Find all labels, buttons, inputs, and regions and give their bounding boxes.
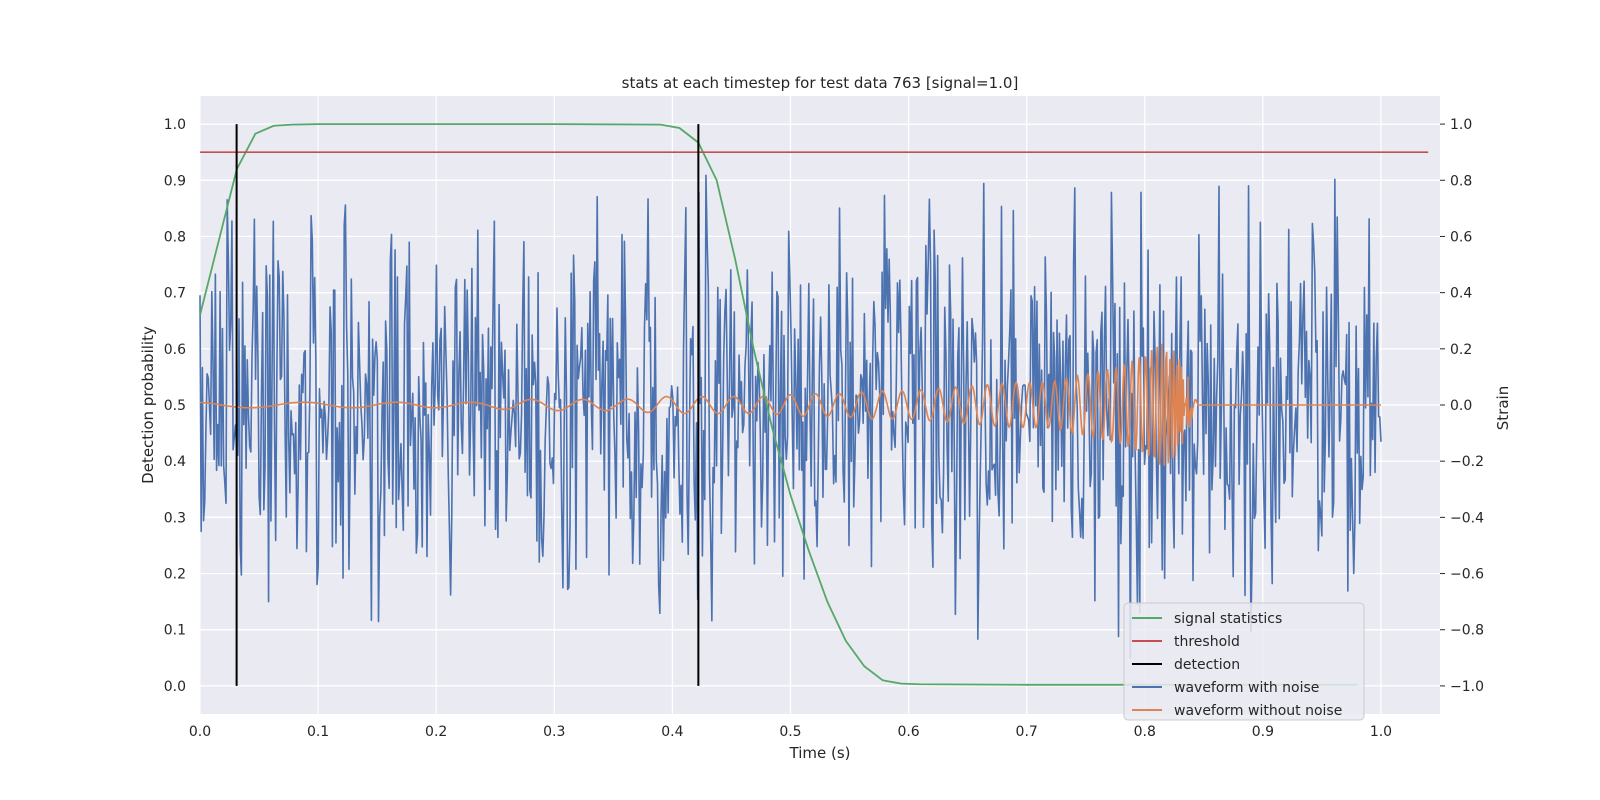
ticks-layer: 0.0 0.1 0.2 0.3 0.4 0.5 0.6 0.7 0.8 0.9 1.0 0.0 0.1 0… xyxy=(164,117,1484,740)
y-right-tick-label: −0.8 xyxy=(1450,623,1484,639)
y-right-tick-label: 0.0 xyxy=(1450,398,1472,414)
y-left-tick-label: 0.1 xyxy=(164,623,186,639)
legend-label: detection xyxy=(1174,657,1240,673)
y-left-tick-label: 0.6 xyxy=(164,342,186,358)
series-waveform-without-noise xyxy=(199,343,1381,466)
chart-title: stats at each timestep for test data 763… xyxy=(622,74,1019,92)
y-left-tick-label: 0.9 xyxy=(164,173,186,189)
x-tick-label: 0.0 xyxy=(189,724,211,740)
x-tick-label: 0.9 xyxy=(1252,724,1274,740)
x-axis-label: Time (s) xyxy=(789,744,851,762)
y-right-tick-label: 0.4 xyxy=(1450,286,1472,302)
legend-box xyxy=(1123,602,1365,721)
y-right-tick-label: −0.2 xyxy=(1450,454,1484,470)
y-left-tick-label: 0.7 xyxy=(164,286,186,302)
x-tick-label: 0.1 xyxy=(307,724,329,740)
y-left-tick-label: 0.2 xyxy=(164,567,186,583)
y-right-tick-label: 0.8 xyxy=(1450,173,1472,189)
legend: signal statistics threshold detection wavef… xyxy=(1123,602,1365,721)
legend-label: waveform with noise xyxy=(1174,680,1319,696)
x-tick-label: 0.2 xyxy=(425,724,447,740)
y-right-tick-label: −0.4 xyxy=(1450,510,1484,526)
x-tick-label: 0.4 xyxy=(661,724,683,740)
series-layer xyxy=(199,123,1429,686)
y-axis-right-label: Strain xyxy=(1494,386,1512,430)
x-tick-label: 0.7 xyxy=(1016,724,1038,740)
legend-label: signal statistics xyxy=(1174,611,1282,627)
y-right-tick-label: 0.6 xyxy=(1450,229,1472,245)
legend-label: waveform without noise xyxy=(1174,703,1342,719)
x-tick-label: 1.0 xyxy=(1370,724,1392,740)
legend-label: threshold xyxy=(1174,634,1240,650)
x-tick-label: 0.8 xyxy=(1134,724,1156,740)
y-right-tick-label: −0.6 xyxy=(1450,567,1484,583)
y-right-tick-label: −1.0 xyxy=(1450,679,1484,695)
x-tick-label: 0.6 xyxy=(897,724,919,740)
y-left-tick-label: 0.3 xyxy=(164,510,186,526)
y-right-tick-label: 1.0 xyxy=(1450,117,1472,133)
y-right-tick-label: 0.2 xyxy=(1450,342,1472,358)
x-tick-label: 0.5 xyxy=(779,724,801,740)
y-left-tick-label: 0.4 xyxy=(164,454,186,470)
y-left-tick-label: 0.5 xyxy=(164,398,186,414)
y-axis-left-label: Detection probability xyxy=(139,326,157,484)
y-left-tick-label: 0.0 xyxy=(164,679,186,695)
y-left-tick-label: 1.0 xyxy=(164,117,186,133)
series-signal-statistics xyxy=(199,123,1358,686)
y-left-tick-label: 0.8 xyxy=(164,229,186,245)
x-tick-label: 0.3 xyxy=(543,724,565,740)
